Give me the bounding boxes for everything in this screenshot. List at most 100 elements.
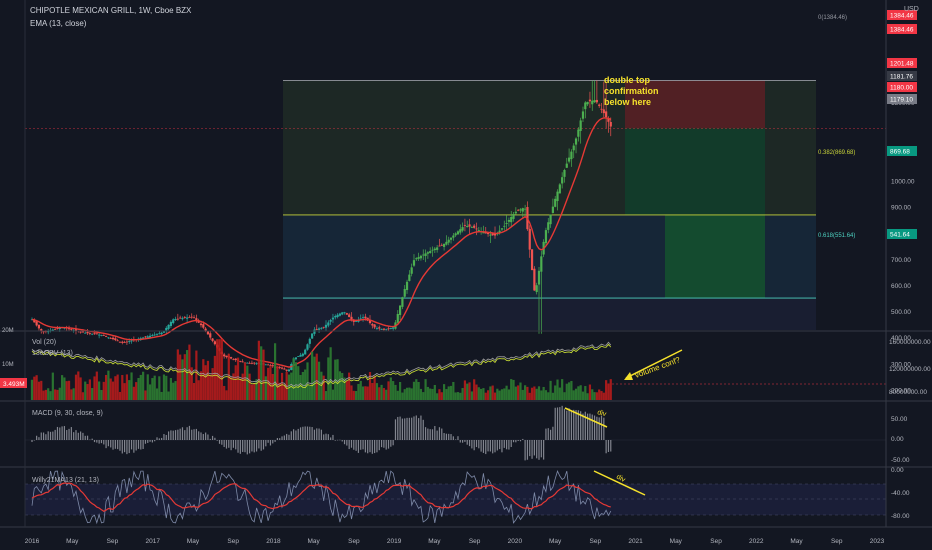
candle-body	[517, 209, 520, 211]
volume-bar	[505, 385, 508, 400]
candle-body	[285, 369, 288, 371]
volume-bar	[54, 389, 57, 400]
macd-histogram-bar	[492, 440, 494, 454]
macd-histogram-bar	[327, 434, 329, 440]
target-zone-1	[625, 128, 765, 215]
volume-bar	[42, 390, 45, 400]
macd-histogram-bar	[209, 438, 211, 440]
macd-histogram-bar	[251, 440, 253, 452]
annotation-line-2[interactable]: confirmation	[604, 86, 659, 96]
symbol-title[interactable]: CHIPOTLE MEXICAN GRILL, 1W, Cboe BZX	[30, 6, 192, 15]
macd-histogram-bar	[505, 440, 508, 450]
candle-body	[186, 317, 189, 319]
macd-histogram-bar	[434, 426, 436, 440]
volume-bar	[116, 374, 119, 400]
volume-bar	[162, 374, 166, 400]
macd-histogram-bar	[269, 440, 272, 446]
macd-histogram-bar	[529, 440, 531, 457]
volume-bar	[598, 389, 601, 400]
time-tick-label: May	[428, 538, 441, 545]
volume-bar	[327, 357, 330, 400]
volume-bar	[392, 381, 395, 400]
time-tick-label: Sep	[227, 538, 239, 545]
macd-histogram-bar	[151, 440, 153, 443]
candle-body	[98, 334, 101, 336]
candle-body	[477, 230, 480, 231]
macd-histogram-bar	[140, 440, 142, 450]
candle-body	[209, 333, 212, 338]
volume-tick-label: 160000000.00	[889, 339, 931, 346]
volume-bar	[345, 380, 348, 400]
price-tick-label: 200.00	[891, 387, 911, 394]
willy-legend[interactable]: Willy21MA13 (21, 13)	[32, 477, 99, 484]
macd-histogram-bar	[265, 440, 267, 447]
volume-bar	[93, 376, 96, 400]
macd-histogram-bar	[306, 426, 309, 440]
macd-histogram-bar	[42, 432, 45, 440]
macd-histogram-bar	[49, 431, 52, 440]
candle-body	[225, 355, 228, 358]
price-tag-text: 869.68	[890, 149, 910, 156]
volume-bar	[269, 366, 272, 400]
macd-histogram-bar	[56, 426, 59, 440]
candle-body	[213, 341, 216, 345]
candle-body	[331, 317, 335, 320]
annotation-line-1[interactable]: double top	[604, 75, 650, 85]
candle-body	[510, 216, 513, 223]
macd-histogram-bar	[184, 430, 186, 440]
obv-legend[interactable]: 13eOBV (13)	[32, 350, 73, 357]
volume-bar	[498, 390, 501, 400]
candle-body	[167, 324, 170, 329]
volume-bar	[301, 371, 304, 400]
macd-histogram-bar	[75, 430, 77, 440]
fib-zone-lower	[283, 298, 816, 330]
macd-histogram-bar	[299, 427, 302, 440]
annotation-line-3[interactable]: below here	[604, 97, 651, 107]
volume-bar	[40, 380, 43, 400]
candle-body	[202, 324, 205, 328]
macd-div-label[interactable]: div	[596, 409, 607, 418]
volume-bar	[415, 379, 418, 400]
willy-div-label[interactable]: div	[615, 474, 627, 485]
macd-histogram-bar	[235, 440, 237, 450]
macd-histogram-bar	[334, 440, 336, 441]
volume-legend[interactable]: Vol (20)	[32, 339, 56, 346]
volume-bar	[396, 390, 399, 400]
ema-legend[interactable]: EMA (13, close)	[30, 19, 87, 28]
volume-bar	[475, 384, 478, 400]
candle-body	[158, 333, 161, 335]
volume-bar	[79, 377, 82, 400]
macd-histogram-bar	[52, 431, 54, 440]
macd-histogram-bar	[575, 410, 577, 440]
macd-legend[interactable]: MACD (9, 30, close, 9)	[32, 410, 103, 417]
candle-body	[396, 313, 399, 323]
candle-body	[88, 333, 91, 335]
candle-body	[343, 312, 346, 314]
candle-body	[239, 361, 242, 362]
candle-body	[556, 191, 559, 202]
candle-body	[176, 318, 179, 320]
candle-body	[572, 145, 575, 151]
macd-histogram-bar	[89, 439, 91, 441]
price-tag	[887, 229, 917, 239]
candle-body	[440, 244, 443, 246]
macd-histogram-bar	[468, 440, 471, 447]
macd-tick-label: -50.00	[891, 457, 910, 464]
volume-bar	[403, 389, 406, 400]
candle-body	[387, 328, 390, 330]
candle-body	[433, 248, 436, 251]
macd-histogram-bar	[369, 440, 371, 453]
volume-bar	[49, 391, 52, 400]
volume-bar	[104, 374, 108, 400]
macd-histogram-bar	[218, 440, 221, 444]
macd-histogram-bar	[258, 440, 260, 449]
volume-bar	[371, 383, 374, 400]
volume-bar	[51, 372, 54, 400]
volume-bar	[311, 351, 314, 400]
volume-bar	[605, 380, 608, 400]
macd-histogram-bar	[427, 428, 429, 440]
volume-bar	[341, 372, 344, 400]
volume-bar	[56, 389, 59, 400]
candle-body	[109, 338, 112, 340]
